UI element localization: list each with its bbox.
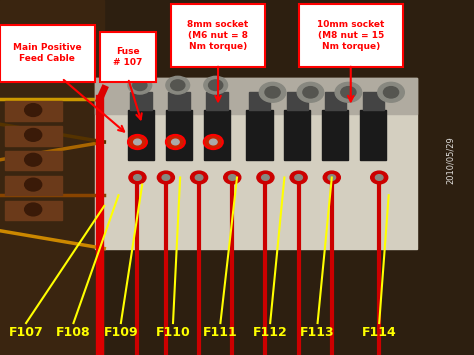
Bar (204, 110, 230, 160)
Circle shape (171, 80, 185, 91)
FancyBboxPatch shape (0, 25, 95, 82)
Bar (322, 110, 348, 160)
Circle shape (128, 76, 152, 94)
Circle shape (378, 82, 404, 102)
Text: F107: F107 (9, 326, 44, 339)
Circle shape (134, 139, 141, 145)
FancyBboxPatch shape (171, 4, 265, 67)
Bar (5, 151, 62, 170)
Circle shape (335, 82, 362, 102)
Bar (128, 110, 154, 160)
FancyBboxPatch shape (100, 32, 156, 82)
Bar (5, 201, 62, 220)
Circle shape (25, 153, 42, 166)
Text: F114: F114 (362, 326, 397, 339)
Circle shape (191, 171, 208, 184)
Circle shape (25, 178, 42, 191)
Bar (130, 92, 152, 110)
FancyBboxPatch shape (299, 4, 403, 67)
Text: F112: F112 (253, 326, 288, 339)
Circle shape (133, 80, 147, 91)
Bar (5, 176, 62, 195)
Circle shape (204, 76, 228, 94)
Circle shape (383, 87, 399, 98)
Circle shape (157, 171, 174, 184)
Circle shape (25, 203, 42, 216)
Circle shape (134, 175, 141, 180)
Circle shape (328, 175, 336, 180)
Circle shape (25, 129, 42, 141)
Bar (0, 0, 104, 355)
Bar (5, 101, 62, 121)
Text: 10mm socket
(M8 nut = 15
Nm torque): 10mm socket (M8 nut = 15 Nm torque) (317, 20, 384, 51)
Circle shape (341, 87, 356, 98)
Circle shape (129, 136, 146, 148)
Bar (249, 92, 270, 110)
Circle shape (375, 175, 383, 180)
Circle shape (262, 175, 269, 180)
Bar (246, 110, 273, 160)
Circle shape (166, 76, 190, 94)
Circle shape (290, 171, 307, 184)
Text: F109: F109 (103, 326, 138, 339)
Bar (168, 92, 190, 110)
Bar (5, 126, 62, 146)
Bar (287, 92, 308, 110)
Circle shape (129, 171, 146, 184)
Bar (95, 78, 417, 248)
Text: Fuse
# 107: Fuse # 107 (113, 47, 143, 67)
Circle shape (224, 171, 241, 184)
Bar (166, 110, 192, 160)
Circle shape (297, 82, 324, 102)
Text: 2010/05/29: 2010/05/29 (446, 136, 455, 184)
Bar (206, 92, 228, 110)
Circle shape (162, 175, 170, 180)
Circle shape (228, 175, 236, 180)
Circle shape (303, 87, 318, 98)
Circle shape (172, 139, 179, 145)
Circle shape (257, 171, 274, 184)
Circle shape (195, 175, 203, 180)
Text: F111: F111 (203, 326, 238, 339)
Text: F113: F113 (300, 326, 335, 339)
Circle shape (323, 171, 340, 184)
Circle shape (205, 136, 222, 148)
Circle shape (295, 175, 302, 180)
Circle shape (265, 87, 280, 98)
Bar (363, 92, 384, 110)
Bar (95, 78, 417, 114)
Text: F110: F110 (155, 326, 191, 339)
Circle shape (371, 171, 388, 184)
Text: 8mm socket
(M6 nut = 8
Nm torque): 8mm socket (M6 nut = 8 Nm torque) (187, 20, 249, 51)
Bar (284, 110, 310, 160)
Circle shape (210, 139, 217, 145)
Circle shape (209, 80, 223, 91)
Text: Main Positive
Feed Cable: Main Positive Feed Cable (13, 43, 82, 63)
Text: F108: F108 (56, 326, 91, 339)
Circle shape (167, 136, 184, 148)
Circle shape (259, 82, 286, 102)
Bar (325, 92, 346, 110)
Bar (360, 110, 386, 160)
Circle shape (25, 104, 42, 116)
